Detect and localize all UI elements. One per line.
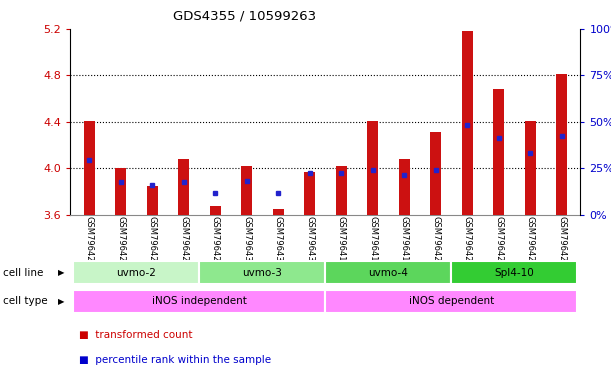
Bar [430,132,441,215]
Text: iNOS dependent: iNOS dependent [409,296,494,306]
Bar [398,159,409,215]
Bar [73,290,325,313]
Bar [273,209,284,215]
Bar [461,31,472,215]
Text: cell line: cell line [3,268,43,278]
Bar [525,121,536,215]
Text: ▶: ▶ [57,268,64,277]
Bar [115,169,126,215]
Text: ▶: ▶ [57,297,64,306]
Text: uvmo-3: uvmo-3 [243,268,282,278]
Bar [178,159,189,215]
Bar [556,74,567,215]
Text: cell type: cell type [3,296,48,306]
Text: Spl4-10: Spl4-10 [494,268,534,278]
Bar [84,121,95,215]
Bar [304,172,315,215]
Bar [335,166,346,215]
Bar [367,121,378,215]
Bar [325,290,577,313]
Bar [493,89,504,215]
Text: ■  transformed count: ■ transformed count [79,330,193,340]
Bar [452,262,577,284]
Bar [325,262,452,284]
Bar [73,262,199,284]
Text: ■  percentile rank within the sample: ■ percentile rank within the sample [79,355,271,365]
Text: GDS4355 / 10599263: GDS4355 / 10599263 [173,10,316,23]
Text: iNOS independent: iNOS independent [152,296,247,306]
Bar [199,262,325,284]
Bar [210,206,221,215]
Bar [147,186,158,215]
Text: uvmo-2: uvmo-2 [117,268,156,278]
Bar [241,166,252,215]
Text: uvmo-4: uvmo-4 [368,268,408,278]
